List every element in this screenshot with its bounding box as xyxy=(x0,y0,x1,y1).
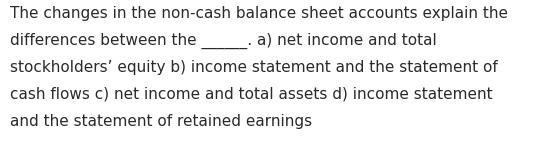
Text: differences between the ______. a) net income and total: differences between the ______. a) net i… xyxy=(10,33,437,49)
Text: The changes in the non-cash balance sheet accounts explain the: The changes in the non-cash balance shee… xyxy=(10,6,508,21)
Text: cash flows c) net income and total assets d) income statement: cash flows c) net income and total asset… xyxy=(10,87,493,102)
Text: and the statement of retained earnings: and the statement of retained earnings xyxy=(10,114,312,129)
Text: stockholders’ equity b) income statement and the statement of: stockholders’ equity b) income statement… xyxy=(10,60,498,75)
